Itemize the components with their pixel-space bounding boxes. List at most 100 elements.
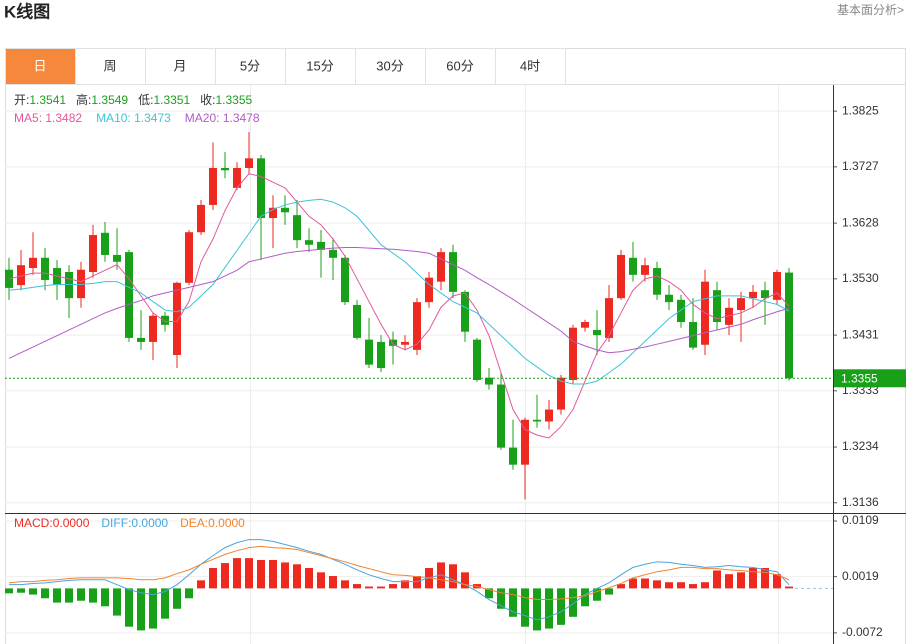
candle-body	[497, 384, 505, 448]
tab[interactable]	[75, 48, 146, 85]
macd-bar	[269, 559, 277, 589]
y-tick-label: 1.3628	[842, 215, 879, 229]
ma-readout: MA5: 1.3482 MA10: 1.3473 MA20: 1.3478	[14, 111, 260, 125]
candle-body	[197, 204, 205, 233]
macd-bar	[53, 588, 61, 603]
macd-bar	[509, 588, 517, 617]
indicator-line	[8, 545, 790, 601]
tab[interactable]	[285, 48, 356, 85]
legend-value: 1.3478	[223, 111, 260, 125]
macd-bar	[401, 580, 409, 589]
candle-body	[41, 257, 49, 280]
tab-label[interactable]: 4时	[520, 58, 540, 73]
candle-body	[521, 419, 529, 465]
candle-body	[605, 298, 613, 338]
tab-label[interactable]: 15分	[306, 58, 333, 73]
macd-bar	[209, 567, 217, 589]
candle-body	[713, 290, 721, 323]
ma-line	[8, 198, 790, 385]
candle-body	[101, 232, 109, 255]
macd-bar	[785, 586, 793, 589]
tab[interactable]	[425, 48, 496, 85]
tab[interactable]	[5, 48, 76, 85]
macd-bar	[629, 578, 637, 589]
candle-body	[377, 341, 385, 369]
candle-body	[509, 447, 517, 465]
legend-value: 0.0000	[53, 516, 90, 530]
tab[interactable]	[145, 48, 216, 85]
last-price-label: 1.3355	[841, 371, 878, 385]
macd-bar	[749, 567, 757, 589]
tab-label[interactable]: 60分	[446, 58, 473, 73]
tab-label[interactable]: 30分	[376, 58, 403, 73]
indicator-line	[9, 539, 790, 621]
candle-body	[113, 254, 121, 262]
legend-name: MACD	[14, 516, 50, 530]
macd-bar	[197, 580, 205, 589]
macd-bar	[305, 567, 313, 589]
macd-bar	[41, 588, 49, 599]
candle-body	[329, 249, 337, 258]
candle-body	[617, 254, 625, 299]
candle-body	[413, 302, 421, 350]
candle-body	[185, 232, 193, 283]
macd-bar	[233, 558, 241, 589]
page-title: K线图	[4, 1, 50, 21]
candle-body	[137, 337, 145, 342]
legend-separator: :	[49, 516, 52, 530]
tab-label[interactable]: 周	[103, 58, 116, 73]
macd-bar	[113, 588, 121, 616]
candle-body	[353, 304, 361, 338]
candle-body	[245, 158, 253, 168]
y-tick-label: 1.3825	[842, 103, 879, 117]
candle-body	[125, 252, 133, 338]
candle-body	[65, 272, 73, 299]
tab[interactable]	[495, 48, 566, 85]
macd-bar	[581, 588, 589, 607]
ma-line	[8, 247, 790, 359]
tab-label[interactable]: 日	[33, 58, 46, 73]
macd-bar	[725, 574, 733, 589]
macd-bar	[221, 563, 229, 589]
macd-bar	[713, 570, 721, 589]
candle-body	[473, 339, 481, 380]
macd-bar	[665, 582, 673, 589]
candle-body	[785, 272, 793, 379]
macd-bar	[125, 588, 133, 627]
macd-bar	[173, 588, 181, 609]
candle-body	[773, 272, 781, 300]
candle-body	[581, 322, 589, 328]
legend-separator: :	[128, 516, 131, 530]
macd-readout: MACD:0.0000 DIFF:0.0000 DEA:0.0000	[14, 516, 245, 530]
candle-body	[461, 291, 469, 332]
macd-bar	[701, 582, 709, 589]
macd-bar	[365, 586, 373, 589]
ohlc-label: 低:	[138, 93, 153, 107]
macd-bar	[389, 584, 397, 589]
candle-body	[725, 307, 733, 325]
macd-bar	[161, 588, 169, 619]
macd-bar	[149, 588, 157, 629]
candle-body	[557, 377, 565, 410]
macd-bar	[89, 588, 97, 603]
legend-value: 1.3482	[45, 111, 82, 125]
fundamental-link[interactable]: 基本面分析>	[837, 3, 904, 17]
candle-body	[653, 268, 661, 295]
candle-body	[161, 315, 169, 325]
candle-body	[485, 377, 493, 385]
y-tick-label: 1.3727	[842, 159, 879, 173]
ohlc-label: 开:	[14, 93, 29, 107]
legend-value: 0.0000	[131, 516, 168, 530]
macd-bar	[689, 584, 697, 589]
tab-label[interactable]: 月	[173, 58, 186, 73]
macd-bar	[377, 586, 385, 589]
legend-name: DEA	[180, 516, 205, 530]
candle-body	[437, 252, 445, 282]
macd-bar	[257, 559, 265, 589]
candle-body	[29, 257, 37, 269]
tab-label[interactable]: 5分	[240, 58, 260, 73]
macd-bar	[593, 588, 601, 601]
macd-bar	[533, 588, 541, 631]
